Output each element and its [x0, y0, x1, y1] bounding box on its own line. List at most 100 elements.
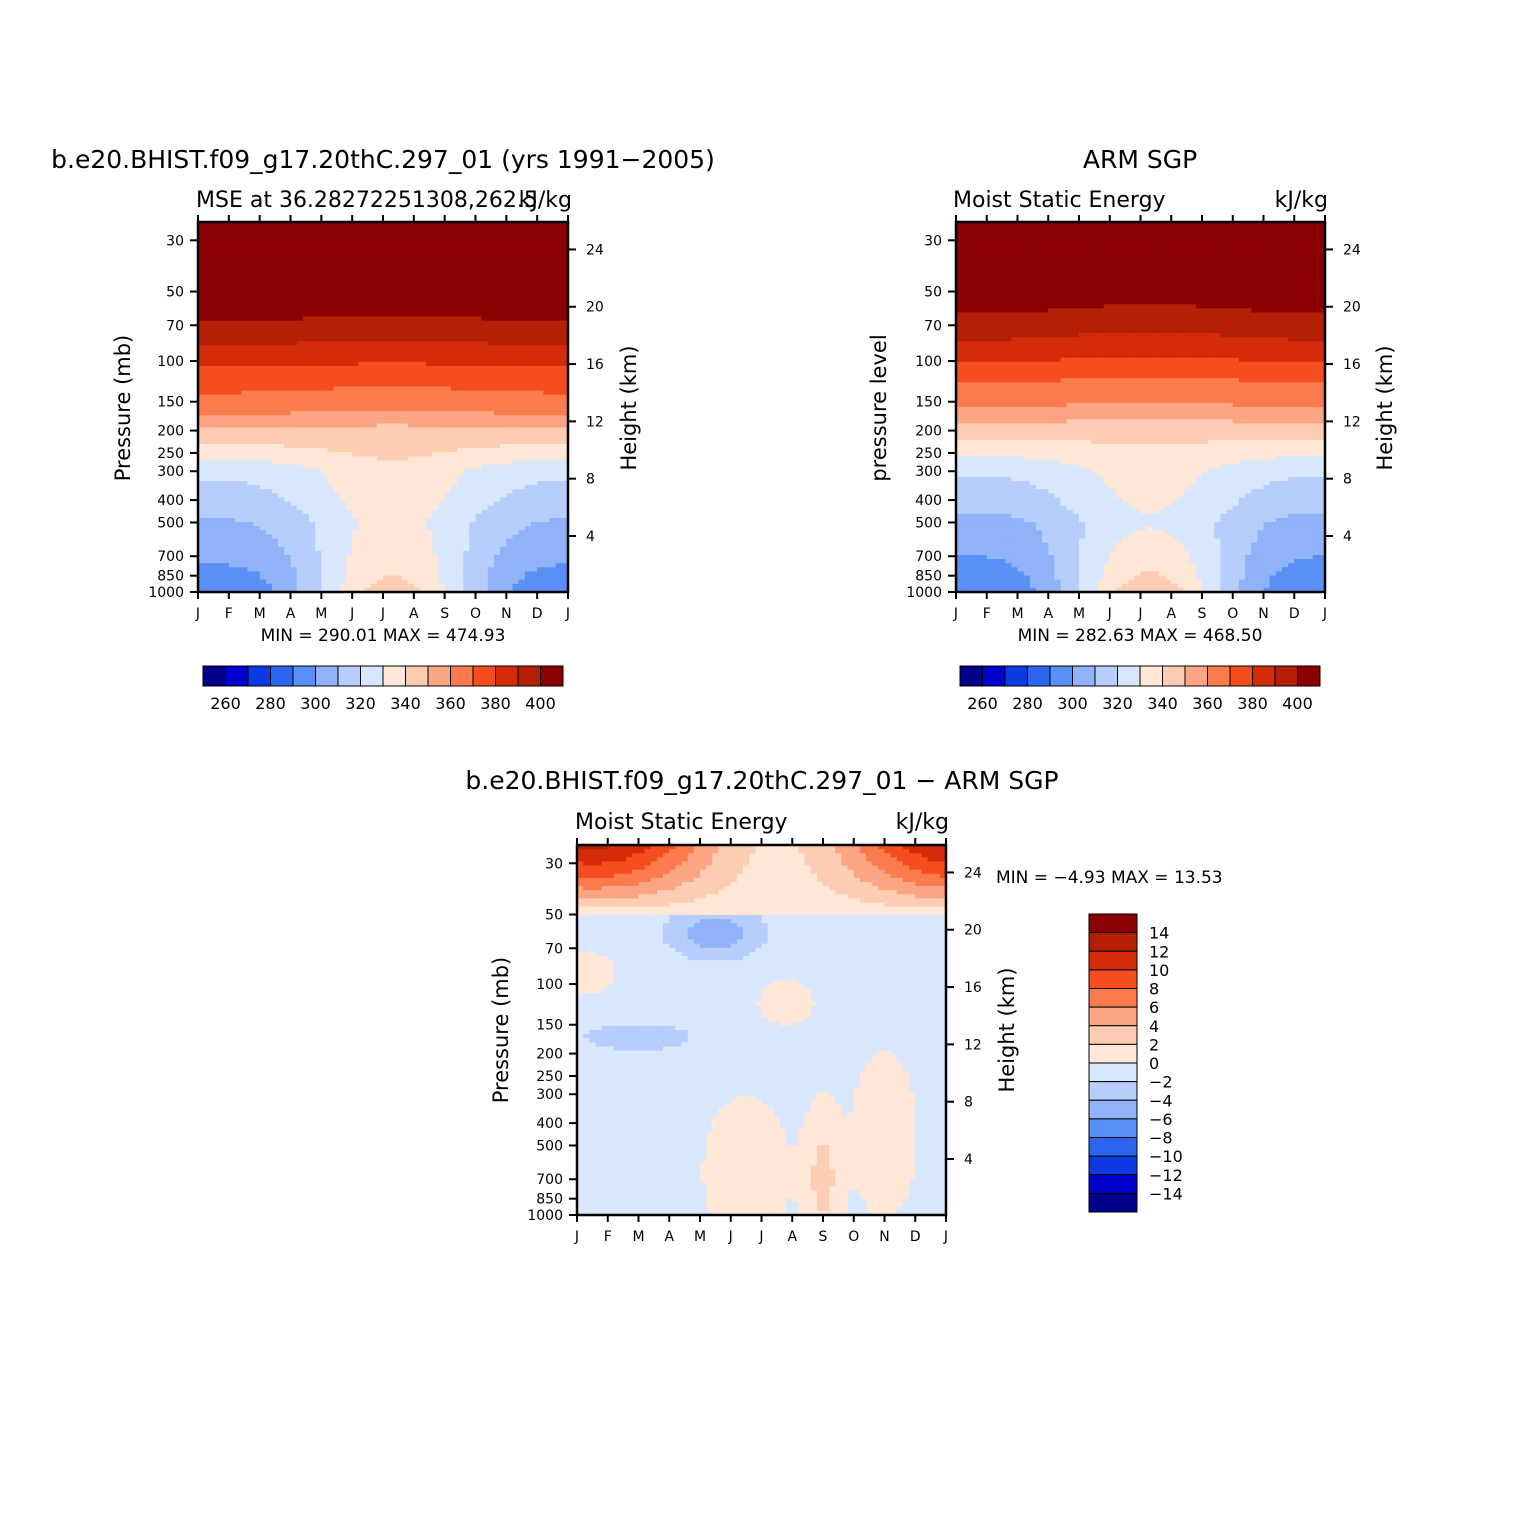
model-field-cell — [420, 287, 427, 293]
model-field-cell — [321, 411, 329, 416]
model-field-cell — [241, 341, 248, 346]
model-field-cell — [413, 242, 421, 248]
model-field-cell — [370, 415, 378, 420]
model-field-cell — [327, 353, 335, 359]
model-field-cell — [518, 357, 526, 363]
model-field-cell — [259, 378, 267, 383]
model-field-cell — [481, 234, 489, 240]
model-field-cell — [500, 423, 507, 429]
model-field-cell — [296, 324, 304, 330]
model-field-cell — [247, 472, 255, 478]
model-field-cell — [333, 546, 341, 552]
model-field-cell — [309, 337, 316, 342]
model-field-cell — [327, 402, 335, 408]
model-field-cell — [438, 267, 446, 272]
model-field-cell — [561, 320, 569, 326]
model-field-cell — [506, 320, 514, 326]
model-field-cell — [383, 559, 390, 564]
model-field-cell — [327, 419, 335, 425]
model-field-cell — [555, 250, 563, 256]
model-field-cell — [481, 259, 489, 264]
model-field-cell — [420, 259, 427, 264]
model-field-cell — [420, 431, 427, 437]
model-field-cell — [432, 370, 440, 375]
model-field-cell — [272, 390, 279, 396]
model-field-cell — [395, 427, 403, 433]
model-field-cell — [259, 242, 267, 248]
model-field-cell — [333, 250, 341, 256]
model-field-cell — [413, 407, 421, 412]
model-field-cell — [543, 353, 551, 359]
model-field-cell — [210, 234, 218, 240]
model-field-cell — [413, 411, 421, 416]
model-field-cell — [512, 271, 520, 277]
model-field-cell — [543, 526, 551, 531]
model-field-cell — [235, 509, 242, 515]
model-field-cell — [463, 538, 470, 544]
model-field-cell — [198, 398, 205, 404]
model-field-cell — [210, 386, 218, 392]
model-field-cell — [438, 435, 446, 441]
model-field-cell — [555, 452, 563, 457]
model-field-cell — [370, 489, 378, 494]
model-field-cell — [444, 485, 452, 490]
model-field-cell — [494, 546, 501, 552]
model-field-cell — [469, 464, 477, 470]
model-field-cell — [278, 349, 285, 355]
model-field-cell — [370, 291, 378, 297]
model-field-cell — [481, 427, 489, 433]
model-field-cell — [370, 230, 378, 235]
model-field-cell — [426, 279, 433, 285]
model-field-cell — [463, 382, 470, 388]
model-field-cell — [265, 411, 273, 416]
model-field-cell — [321, 435, 329, 441]
model-field-cell — [475, 559, 483, 564]
model-field-cell — [198, 259, 205, 264]
model-field-cell — [216, 361, 224, 367]
model-field-cell — [457, 382, 464, 388]
model-field-cell — [247, 489, 255, 494]
model-field-cell — [346, 423, 353, 429]
model-field-cell — [395, 320, 403, 326]
model-field-cell — [278, 230, 285, 235]
model-field-cell — [512, 538, 520, 544]
model-field-cell — [370, 341, 378, 346]
model-field-cell — [339, 526, 347, 531]
model-field-cell — [339, 550, 347, 556]
model-field-cell — [506, 349, 514, 355]
model-field-cell — [339, 423, 347, 429]
model-field-cell — [272, 431, 279, 437]
model-field-cell — [432, 283, 440, 289]
model-field-cell — [432, 481, 440, 486]
model-field-cell — [333, 370, 341, 375]
model-field-cell — [210, 357, 218, 363]
model-field-cell — [296, 398, 304, 404]
model-field-cell — [389, 337, 396, 342]
model-field-cell — [432, 411, 440, 416]
model-field-cell — [389, 263, 396, 268]
model-field-cell — [333, 267, 341, 272]
model-field-cell — [506, 263, 514, 268]
model-field-cell — [333, 534, 341, 540]
model-field-cell — [321, 300, 329, 305]
model-field-cell — [420, 415, 427, 420]
model-field-cell — [216, 324, 224, 330]
model-field-cell — [278, 341, 285, 346]
model-field-cell — [352, 222, 359, 227]
model-field-cell — [228, 402, 236, 408]
model-field-cell — [413, 522, 421, 527]
model-field-cell — [407, 411, 415, 416]
model-field-cell — [315, 259, 322, 264]
model-field-cell — [549, 415, 557, 420]
model-field-cell — [302, 320, 310, 326]
model-field-cell — [228, 250, 236, 256]
model-field-cell — [358, 238, 366, 244]
model-field-cell — [198, 222, 205, 227]
model-field-cell — [506, 304, 514, 309]
model-field-cell — [265, 345, 273, 351]
model-field-cell — [518, 411, 526, 416]
model-field-cell — [463, 493, 470, 499]
model-field-cell — [487, 497, 495, 503]
model-field-cell — [506, 518, 514, 523]
model-field-cell — [296, 312, 304, 318]
